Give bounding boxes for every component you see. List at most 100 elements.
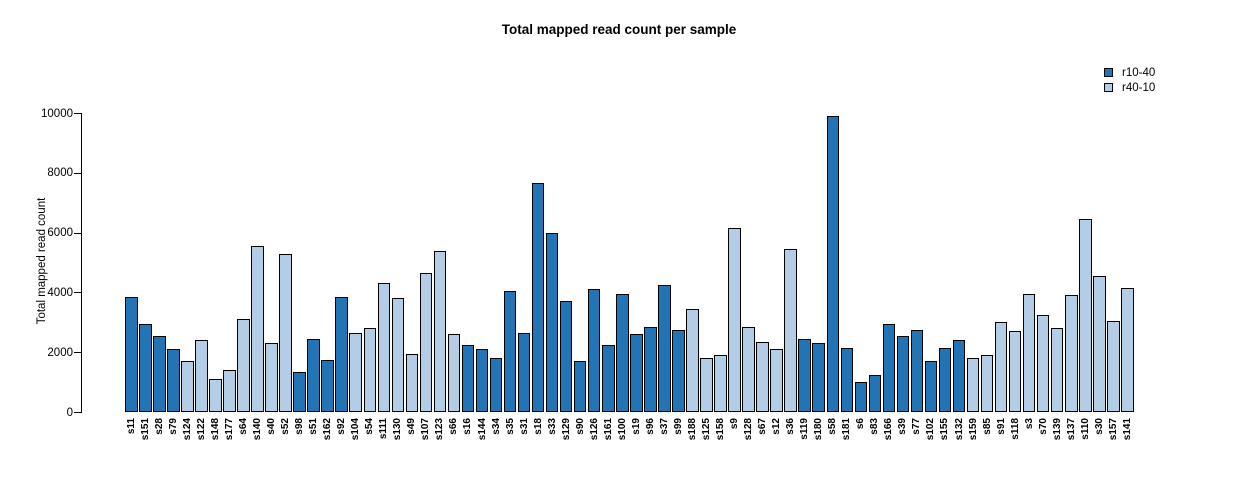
bar-s35 — [503, 290, 517, 412]
y-tick-8000 — [74, 172, 81, 174]
y-tick-label-10000: 10000 — [41, 107, 73, 120]
x-tick-label-s49: s49 — [406, 418, 418, 435]
bar-s161 — [602, 344, 615, 412]
bar-s6 — [854, 382, 868, 412]
legend-entry-r40-10: r40-10 — [1104, 80, 1155, 95]
bar-s11 — [125, 296, 138, 412]
bar-s16 — [461, 344, 475, 412]
bar-s92 — [335, 296, 348, 412]
x-tick-label-s124: s124 — [181, 418, 193, 441]
x-tick-label-s6: s6 — [855, 418, 867, 430]
y-tick-label-6000: 6000 — [47, 227, 73, 240]
bar-s30 — [1093, 275, 1106, 412]
x-tick-label-s180: s180 — [813, 418, 825, 441]
bar-s34 — [489, 358, 503, 412]
x-tick-label-s107: s107 — [420, 418, 432, 441]
x-tick-label-s96: s96 — [644, 418, 656, 435]
bar-s64 — [237, 319, 250, 412]
x-tick-label-s67: s67 — [757, 418, 769, 435]
x-tick-label-s19: s19 — [630, 418, 642, 435]
bar-s19 — [630, 334, 643, 412]
bar-s3 — [1022, 293, 1036, 412]
x-tick-label-s16: s16 — [462, 418, 474, 435]
x-tick-label-s111: s111 — [378, 418, 390, 440]
x-tick-label-s33: s33 — [546, 418, 558, 435]
y-tick-10000 — [74, 113, 81, 114]
x-tick-label-s30: s30 — [1093, 418, 1105, 435]
bar-s85 — [980, 355, 994, 412]
chart-title: Total mapped read count per sample — [501, 22, 737, 37]
bar-s98 — [293, 371, 306, 412]
bar-s12 — [770, 349, 783, 412]
bar-s128 — [742, 326, 755, 412]
bar-s139 — [1050, 328, 1064, 412]
x-tick-label-s140: s140 — [252, 418, 264, 441]
bar-s123 — [433, 250, 447, 412]
y-tick-label-0: 0 — [66, 406, 73, 419]
legend-label-r10-40: r10-40 — [1122, 66, 1156, 79]
x-tick-label-s66: s66 — [448, 418, 460, 435]
x-tick-label-s139: s139 — [1051, 418, 1063, 441]
bar-s118 — [1008, 331, 1022, 412]
x-tick-label-s12: s12 — [771, 418, 783, 435]
bar-s70 — [1036, 314, 1050, 412]
bar-s96 — [644, 326, 657, 412]
x-tick-label-s157: s157 — [1107, 418, 1119, 441]
bar-s177 — [223, 370, 236, 412]
x-tick-label-s28: s28 — [153, 418, 165, 435]
x-tick-label-s91: s91 — [995, 418, 1007, 435]
bar-s51 — [307, 338, 320, 412]
bar-s122 — [195, 340, 208, 412]
bar-s159 — [966, 358, 980, 412]
bar-s162 — [321, 359, 334, 412]
y-tick-6000 — [74, 232, 81, 234]
bar-s157 — [1107, 320, 1120, 412]
bar-s111 — [377, 283, 391, 412]
bar-s188 — [686, 308, 699, 412]
x-tick-label-s123: s123 — [434, 418, 446, 441]
x-tick-label-s126: s126 — [588, 418, 600, 441]
bar-s148 — [209, 379, 222, 412]
bar-s18 — [531, 183, 545, 412]
x-tick-label-s177: s177 — [223, 418, 235, 441]
bar-s137 — [1065, 295, 1078, 412]
x-tick-label-s148: s148 — [209, 418, 221, 441]
bar-s91 — [994, 322, 1008, 412]
bar-s102 — [924, 361, 938, 412]
bar-s66 — [447, 334, 461, 412]
x-tick-label-s34: s34 — [490, 418, 502, 435]
bar-s119 — [798, 338, 811, 412]
bar-s36 — [784, 249, 797, 412]
bar-s126 — [587, 289, 601, 412]
bar-s100 — [616, 293, 629, 412]
y-tick-label-2000: 2000 — [47, 346, 73, 359]
legend-entry-r10-40: r10-40 — [1104, 65, 1155, 80]
x-tick-label-s36: s36 — [785, 418, 797, 435]
x-tick-label-s130: s130 — [392, 418, 404, 441]
bar-s83 — [868, 374, 882, 412]
y-tick-2000 — [74, 352, 81, 354]
y-tick-4000 — [74, 292, 81, 294]
bar-s52 — [279, 253, 292, 412]
x-tick-label-s9: s9 — [729, 418, 741, 430]
x-tick-label-s144: s144 — [476, 418, 488, 441]
legend-swatch-r10-40 — [1104, 68, 1113, 77]
x-tick-label-s35: s35 — [504, 418, 516, 435]
x-tick-label-s119: s119 — [799, 418, 811, 440]
x-tick-label-s54: s54 — [364, 418, 376, 435]
x-tick-label-s99: s99 — [672, 418, 684, 435]
bar-s181 — [840, 347, 854, 412]
bar-s155 — [938, 347, 952, 412]
x-tick-label-s155: s155 — [939, 418, 951, 441]
y-tick-label-8000: 8000 — [47, 167, 73, 180]
x-tick-label-s11: s11 — [125, 418, 137, 435]
bar-s140 — [251, 246, 264, 412]
x-tick-label-s85: s85 — [981, 418, 993, 435]
x-tick-label-s37: s37 — [658, 418, 670, 435]
legend-swatch-r40-10 — [1104, 83, 1113, 92]
x-tick-label-s141: s141 — [1121, 418, 1133, 441]
bar-s77 — [910, 329, 924, 412]
bar-s124 — [181, 361, 194, 412]
